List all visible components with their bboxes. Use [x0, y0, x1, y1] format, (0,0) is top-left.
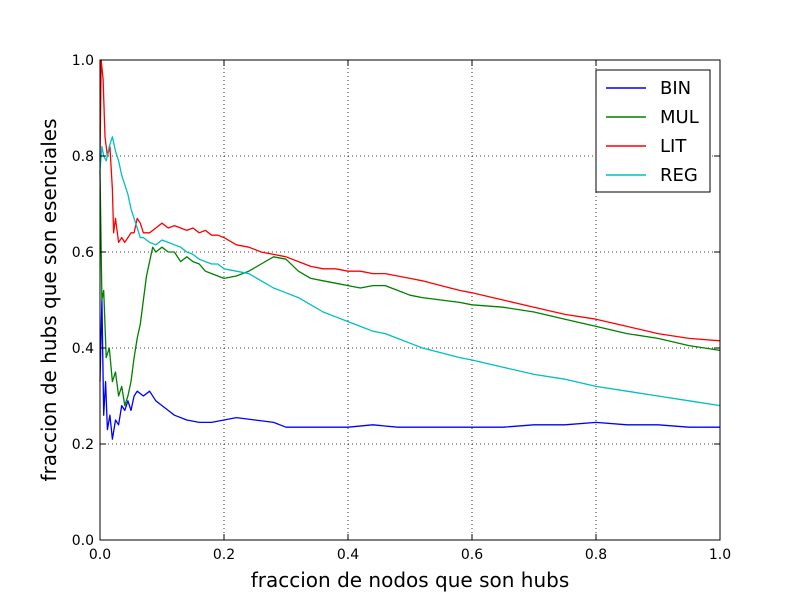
y-tick-label: 1.0 — [72, 53, 94, 69]
x-tick-label: 0.8 — [585, 547, 607, 563]
legend-label-lit: LIT — [660, 136, 687, 157]
plot-frame — [99, 59, 721, 541]
legend-label-mul: MUL — [660, 107, 699, 128]
y-tick-label: 0.4 — [72, 341, 94, 357]
series-line-lit — [99, 59, 721, 342]
series-line-mul — [99, 170, 721, 407]
x-tick-label: 1.0 — [709, 547, 731, 563]
y-tick-label: 0.2 — [72, 437, 94, 453]
x-tick-label: 0.0 — [89, 547, 111, 563]
series-line-bin — [99, 299, 720, 440]
legend-box — [595, 69, 711, 193]
series-lines — [99, 59, 721, 440]
y-tick-label: 0.0 — [72, 533, 94, 549]
x-tick-label: 0.2 — [213, 547, 235, 563]
legend: BIN MUL LIT REG — [595, 69, 711, 193]
y-tick-label: 0.8 — [72, 149, 94, 165]
y-axis-label: fraccion de hubs que son esenciales — [37, 118, 61, 481]
axis-ticks: 0.0 0.2 0.4 0.6 0.8 1.0 0.0 0.2 0.4 0.6 0.8 1.0 — [72, 53, 731, 563]
x-axis-label: fraccion de nodos que son hubs — [251, 568, 570, 592]
x-tick-label: 0.6 — [461, 547, 483, 563]
legend-label-reg: REG — [660, 165, 698, 186]
legend-label-bin: BIN — [660, 78, 691, 99]
series-line-reg — [99, 136, 721, 407]
x-tick-label: 0.4 — [337, 547, 359, 563]
y-tick-label: 0.6 — [72, 245, 94, 261]
